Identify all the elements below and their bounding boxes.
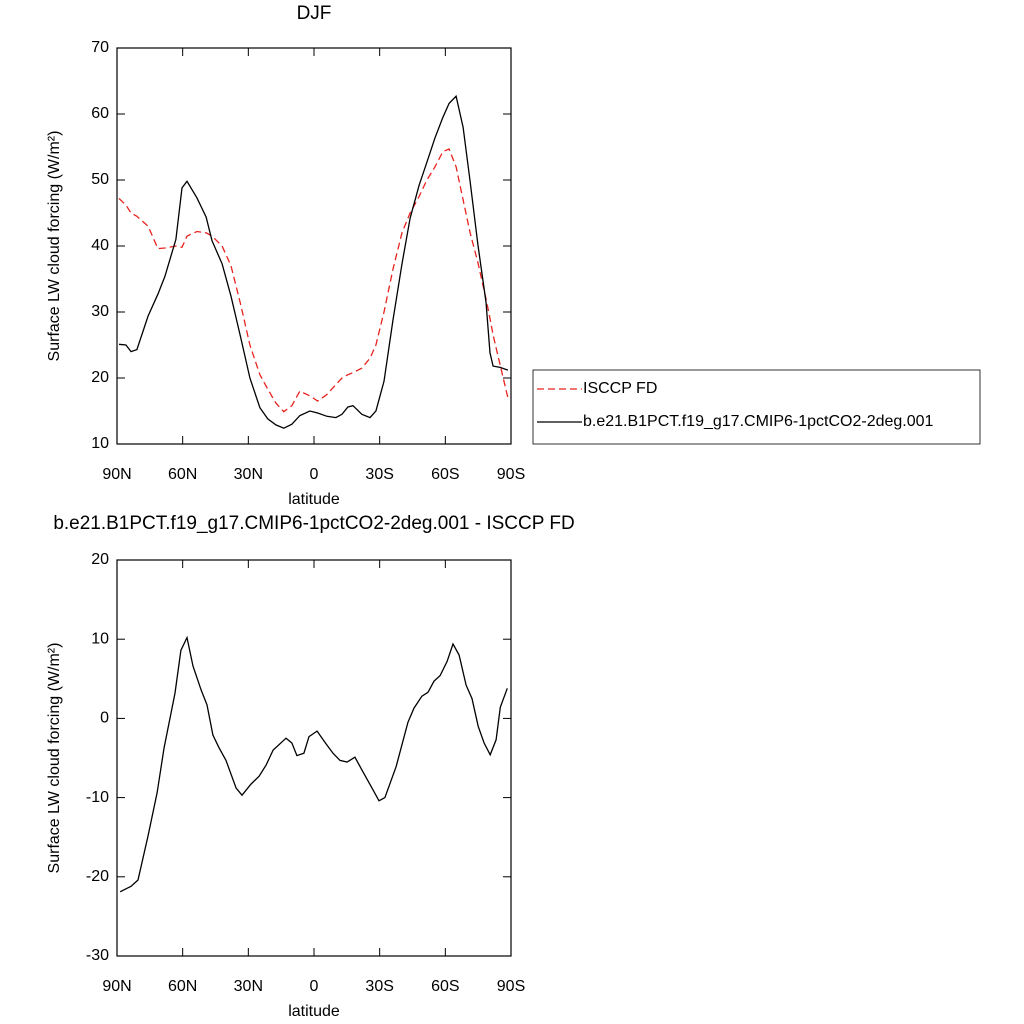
y-tick-label: 60: [91, 105, 109, 122]
data-line: [118, 94, 509, 429]
y-tick-label: 70: [91, 39, 109, 56]
x-tick-label: 30S: [365, 466, 393, 483]
x-axis-label: latitude: [288, 1003, 340, 1020]
x-tick-label: 30N: [234, 978, 263, 995]
y-tick-label: 50: [91, 171, 109, 188]
y-tick-label: 10: [91, 435, 109, 452]
y-tick-label: -20: [86, 868, 109, 885]
y-tick-label: -10: [86, 789, 109, 806]
x-tick-label: 60N: [168, 978, 197, 995]
y-tick-label: 10: [91, 630, 109, 647]
y-axis-label: Surface LW cloud forcing (W/m²): [46, 643, 63, 874]
data-line: [118, 148, 509, 413]
y-tick-label: 20: [91, 369, 109, 386]
y-tick-label: -30: [86, 947, 109, 964]
x-tick-label: 30N: [234, 466, 263, 483]
y-tick-label: 40: [91, 237, 109, 254]
y-axis-label: Surface LW cloud forcing (W/m²): [46, 131, 63, 362]
x-tick-label: 90S: [497, 466, 525, 483]
legend-label: b.e21.B1PCT.f19_g17.CMIP6-1pctCO2-2deg.0…: [583, 413, 934, 430]
y-tick-label: 0: [100, 710, 109, 727]
x-tick-label: 90S: [497, 978, 525, 995]
legend-label: ISCCP FD: [583, 380, 657, 397]
x-tick-label: 30S: [365, 978, 393, 995]
data-line: [119, 635, 508, 893]
x-tick-label: 90N: [102, 978, 131, 995]
x-tick-label: 90N: [102, 466, 131, 483]
x-tick-label: 0: [310, 466, 319, 483]
plot-frame: [116, 559, 512, 957]
y-tick-label: 20: [91, 551, 109, 568]
x-tick-label: 60S: [431, 466, 459, 483]
x-axis-label: latitude: [288, 491, 340, 508]
x-tick-label: 60S: [431, 978, 459, 995]
legend-box: [532, 369, 981, 445]
x-tick-label: 0: [310, 978, 319, 995]
y-tick-label: 30: [91, 303, 109, 320]
chart-title: b.e21.B1PCT.f19_g17.CMIP6-1pctCO2-2deg.0…: [53, 513, 574, 534]
x-tick-label: 60N: [168, 466, 197, 483]
chart-title: DJF: [297, 3, 332, 24]
